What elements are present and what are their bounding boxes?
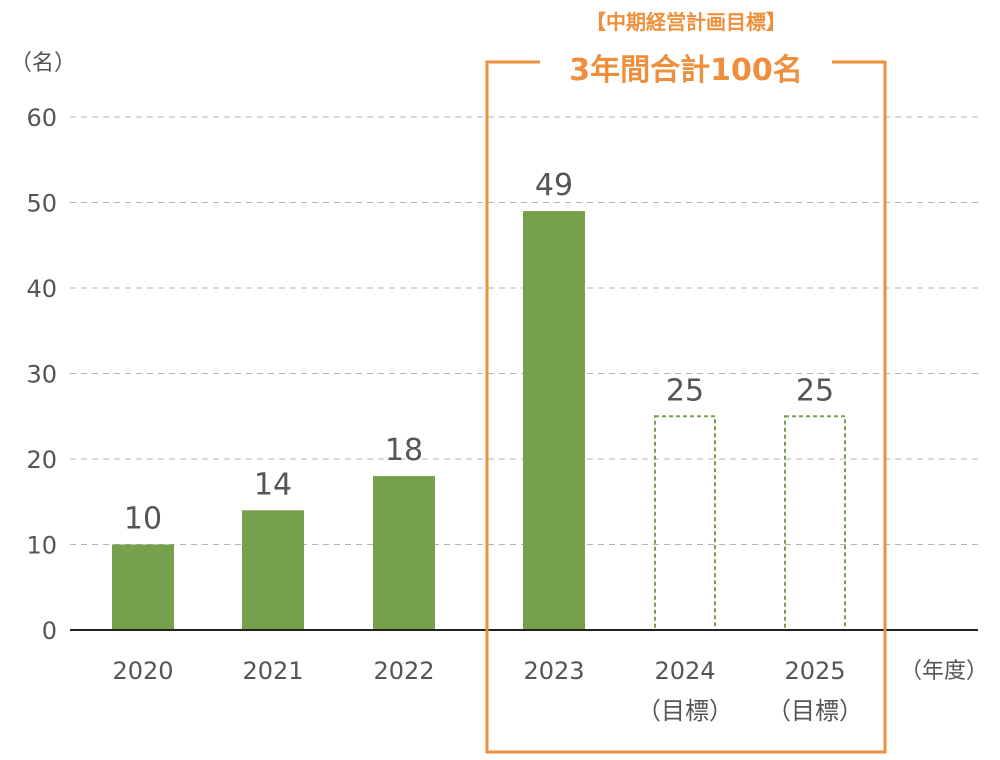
bar-target bbox=[654, 415, 716, 631]
bar bbox=[112, 544, 174, 630]
x-tick-sublabel: （目標） bbox=[767, 697, 863, 725]
x-tick-label: 2024 bbox=[654, 657, 715, 685]
bar-value-label: 14 bbox=[254, 467, 292, 502]
bar-value-label: 49 bbox=[535, 168, 573, 203]
bar bbox=[373, 476, 435, 630]
bars: 10 14 18 49 25 25 bbox=[112, 168, 846, 631]
bar-value-label: 18 bbox=[385, 433, 423, 468]
x-axis-ticks: 2020 2021 2022 2023 2024 （目標） 2025 （目標） bbox=[112, 657, 863, 725]
y-tick-label: 20 bbox=[26, 446, 57, 474]
x-tick-label: 2022 bbox=[373, 657, 434, 685]
y-tick-label: 30 bbox=[26, 361, 57, 389]
x-tick-label: 2020 bbox=[112, 657, 173, 685]
goal-title: 3年間合計100名 bbox=[569, 53, 803, 88]
y-tick-label: 40 bbox=[26, 275, 57, 303]
bar-value-label: 25 bbox=[666, 373, 704, 408]
x-tick-label: 2021 bbox=[242, 657, 303, 685]
y-axis-ticks: 0 10 20 30 40 50 60 bbox=[26, 104, 57, 645]
goal-subtitle: 【中期経営計画目標】 bbox=[586, 10, 786, 34]
goal-frame bbox=[485, 60, 887, 754]
x-tick-label: 2023 bbox=[523, 657, 584, 685]
y-tick-label: 0 bbox=[42, 617, 57, 645]
x-axis-unit-label: （年度） bbox=[900, 659, 988, 684]
y-tick-label: 10 bbox=[26, 532, 57, 560]
bar-value-label: 10 bbox=[124, 502, 162, 537]
y-tick-label: 60 bbox=[26, 104, 57, 132]
bar bbox=[523, 211, 585, 631]
y-axis-unit-label: （名） bbox=[10, 51, 76, 76]
goal-box: 【中期経営計画目標】 3年間合計100名 bbox=[485, 10, 887, 754]
x-tick-sublabel: （目標） bbox=[637, 697, 733, 725]
y-tick-label: 50 bbox=[26, 190, 57, 218]
x-tick-label: 2025 bbox=[784, 657, 845, 685]
bar-value-label: 25 bbox=[796, 373, 834, 408]
bar bbox=[242, 510, 304, 630]
bar-target bbox=[784, 415, 846, 631]
